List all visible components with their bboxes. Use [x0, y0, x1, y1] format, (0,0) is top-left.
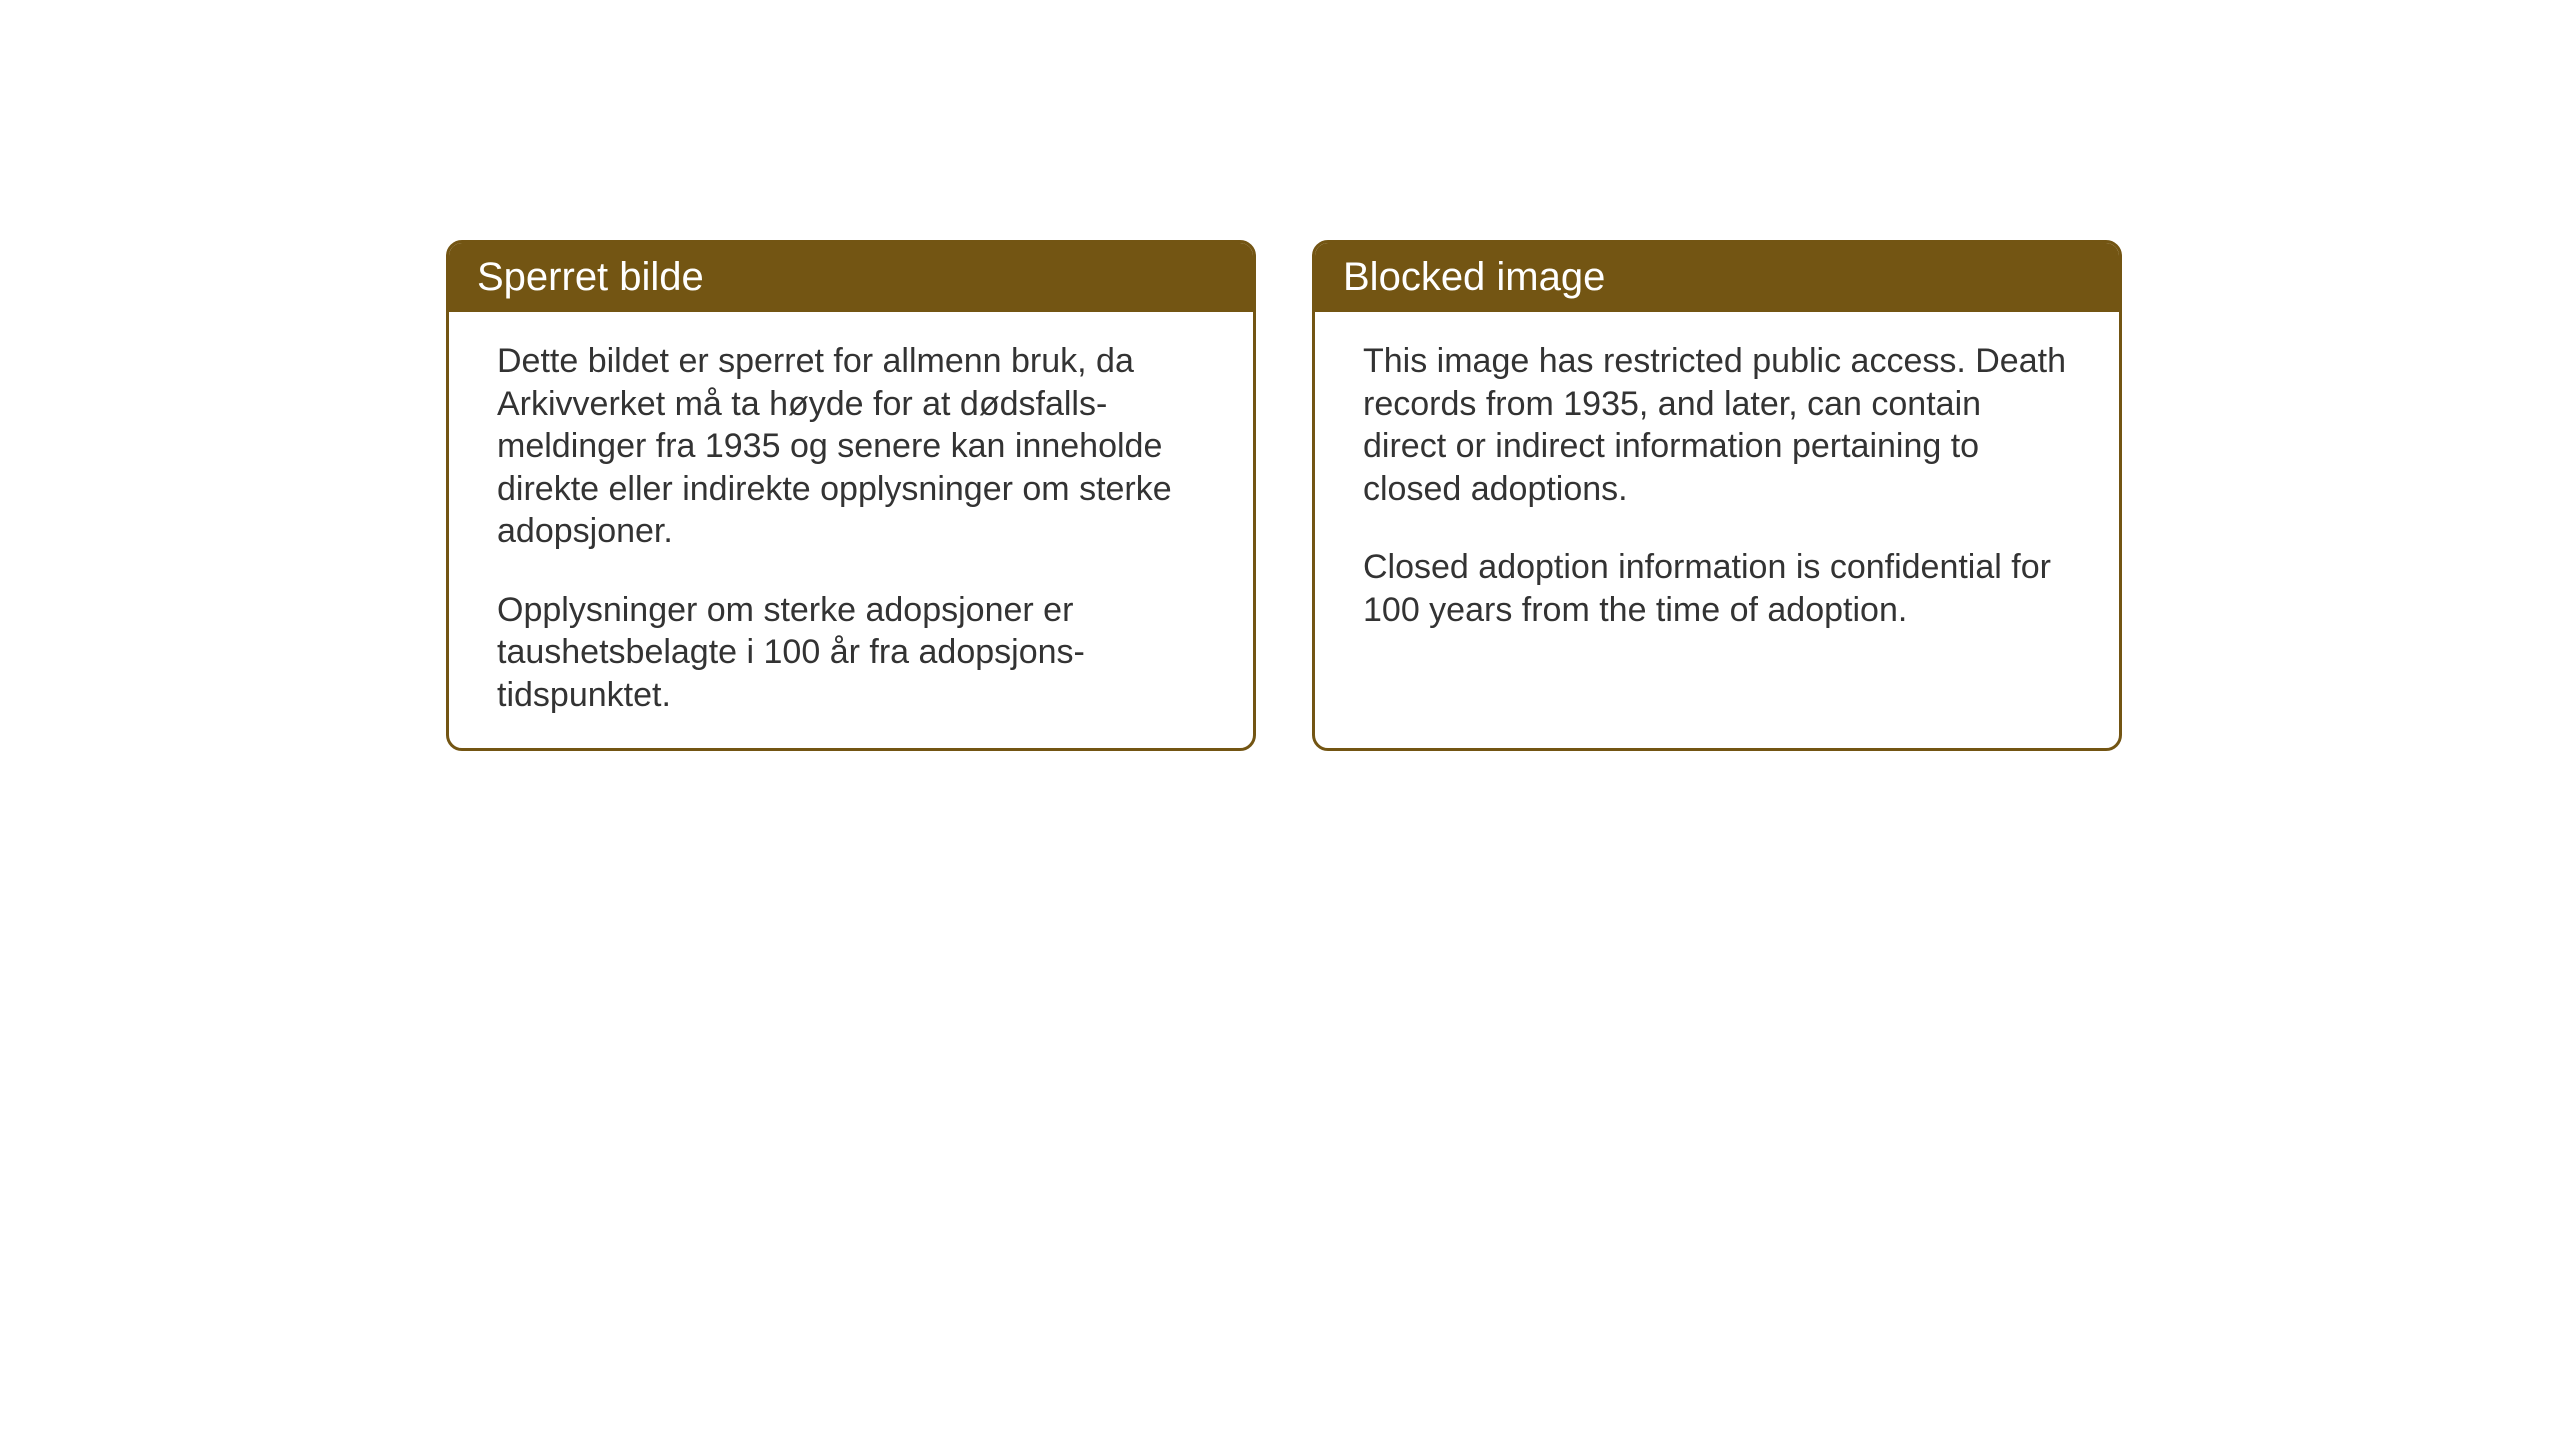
notice-paragraph-1-english: This image has restricted public access.… [1363, 340, 2071, 510]
notice-container: Sperret bilde Dette bildet er sperret fo… [446, 240, 2122, 751]
notice-header-english: Blocked image [1315, 243, 2119, 312]
notice-title-norwegian: Sperret bilde [477, 255, 704, 299]
notice-header-norwegian: Sperret bilde [449, 243, 1253, 312]
notice-paragraph-2-norwegian: Opplysninger om sterke adopsjoner er tau… [497, 589, 1205, 717]
notice-title-english: Blocked image [1343, 255, 1605, 299]
notice-paragraph-1-norwegian: Dette bildet er sperret for allmenn bruk… [497, 340, 1205, 553]
notice-body-norwegian: Dette bildet er sperret for allmenn bruk… [449, 312, 1253, 744]
notice-paragraph-2-english: Closed adoption information is confident… [1363, 546, 2071, 631]
notice-card-norwegian: Sperret bilde Dette bildet er sperret fo… [446, 240, 1256, 751]
notice-card-english: Blocked image This image has restricted … [1312, 240, 2122, 751]
notice-body-english: This image has restricted public access.… [1315, 312, 2119, 659]
